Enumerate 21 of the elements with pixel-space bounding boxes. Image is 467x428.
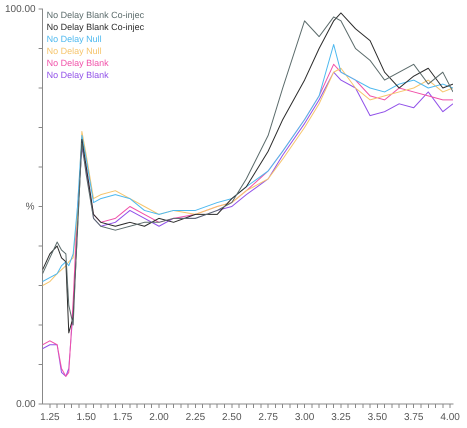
x-tick-label: 3.50 bbox=[368, 412, 388, 423]
x-tick-label: 3.25 bbox=[331, 412, 352, 423]
y-tick-label: 100.00 bbox=[4, 4, 36, 15]
x-tick-label: 2.50 bbox=[222, 412, 242, 423]
x-tick-label: 1.50 bbox=[76, 412, 96, 423]
x-tick-label: 2.75 bbox=[258, 412, 278, 423]
text: No Delay Blank Co-injec bbox=[46, 10, 145, 20]
text: No Delay Null bbox=[46, 46, 102, 56]
text: No Delay Blank bbox=[46, 58, 110, 68]
x-tick-label: 1.75 bbox=[112, 412, 133, 423]
text: No Delay Blank Co-injec bbox=[46, 22, 145, 32]
x-tick-label: 1.25 bbox=[40, 412, 60, 423]
y-axis-title: % bbox=[26, 201, 35, 212]
x-tick-label: 2.00 bbox=[149, 412, 170, 423]
x-tick-label: 3.75 bbox=[404, 412, 424, 423]
text: No Delay Null bbox=[46, 34, 102, 44]
y-tick-label: 0.00 bbox=[16, 398, 36, 410]
text: No Delay Blank bbox=[46, 70, 110, 80]
x-tick-label: 4.00 bbox=[440, 412, 460, 423]
x-tick-label: 2.25 bbox=[186, 412, 206, 423]
x-tick-label: 3.00 bbox=[294, 412, 315, 423]
